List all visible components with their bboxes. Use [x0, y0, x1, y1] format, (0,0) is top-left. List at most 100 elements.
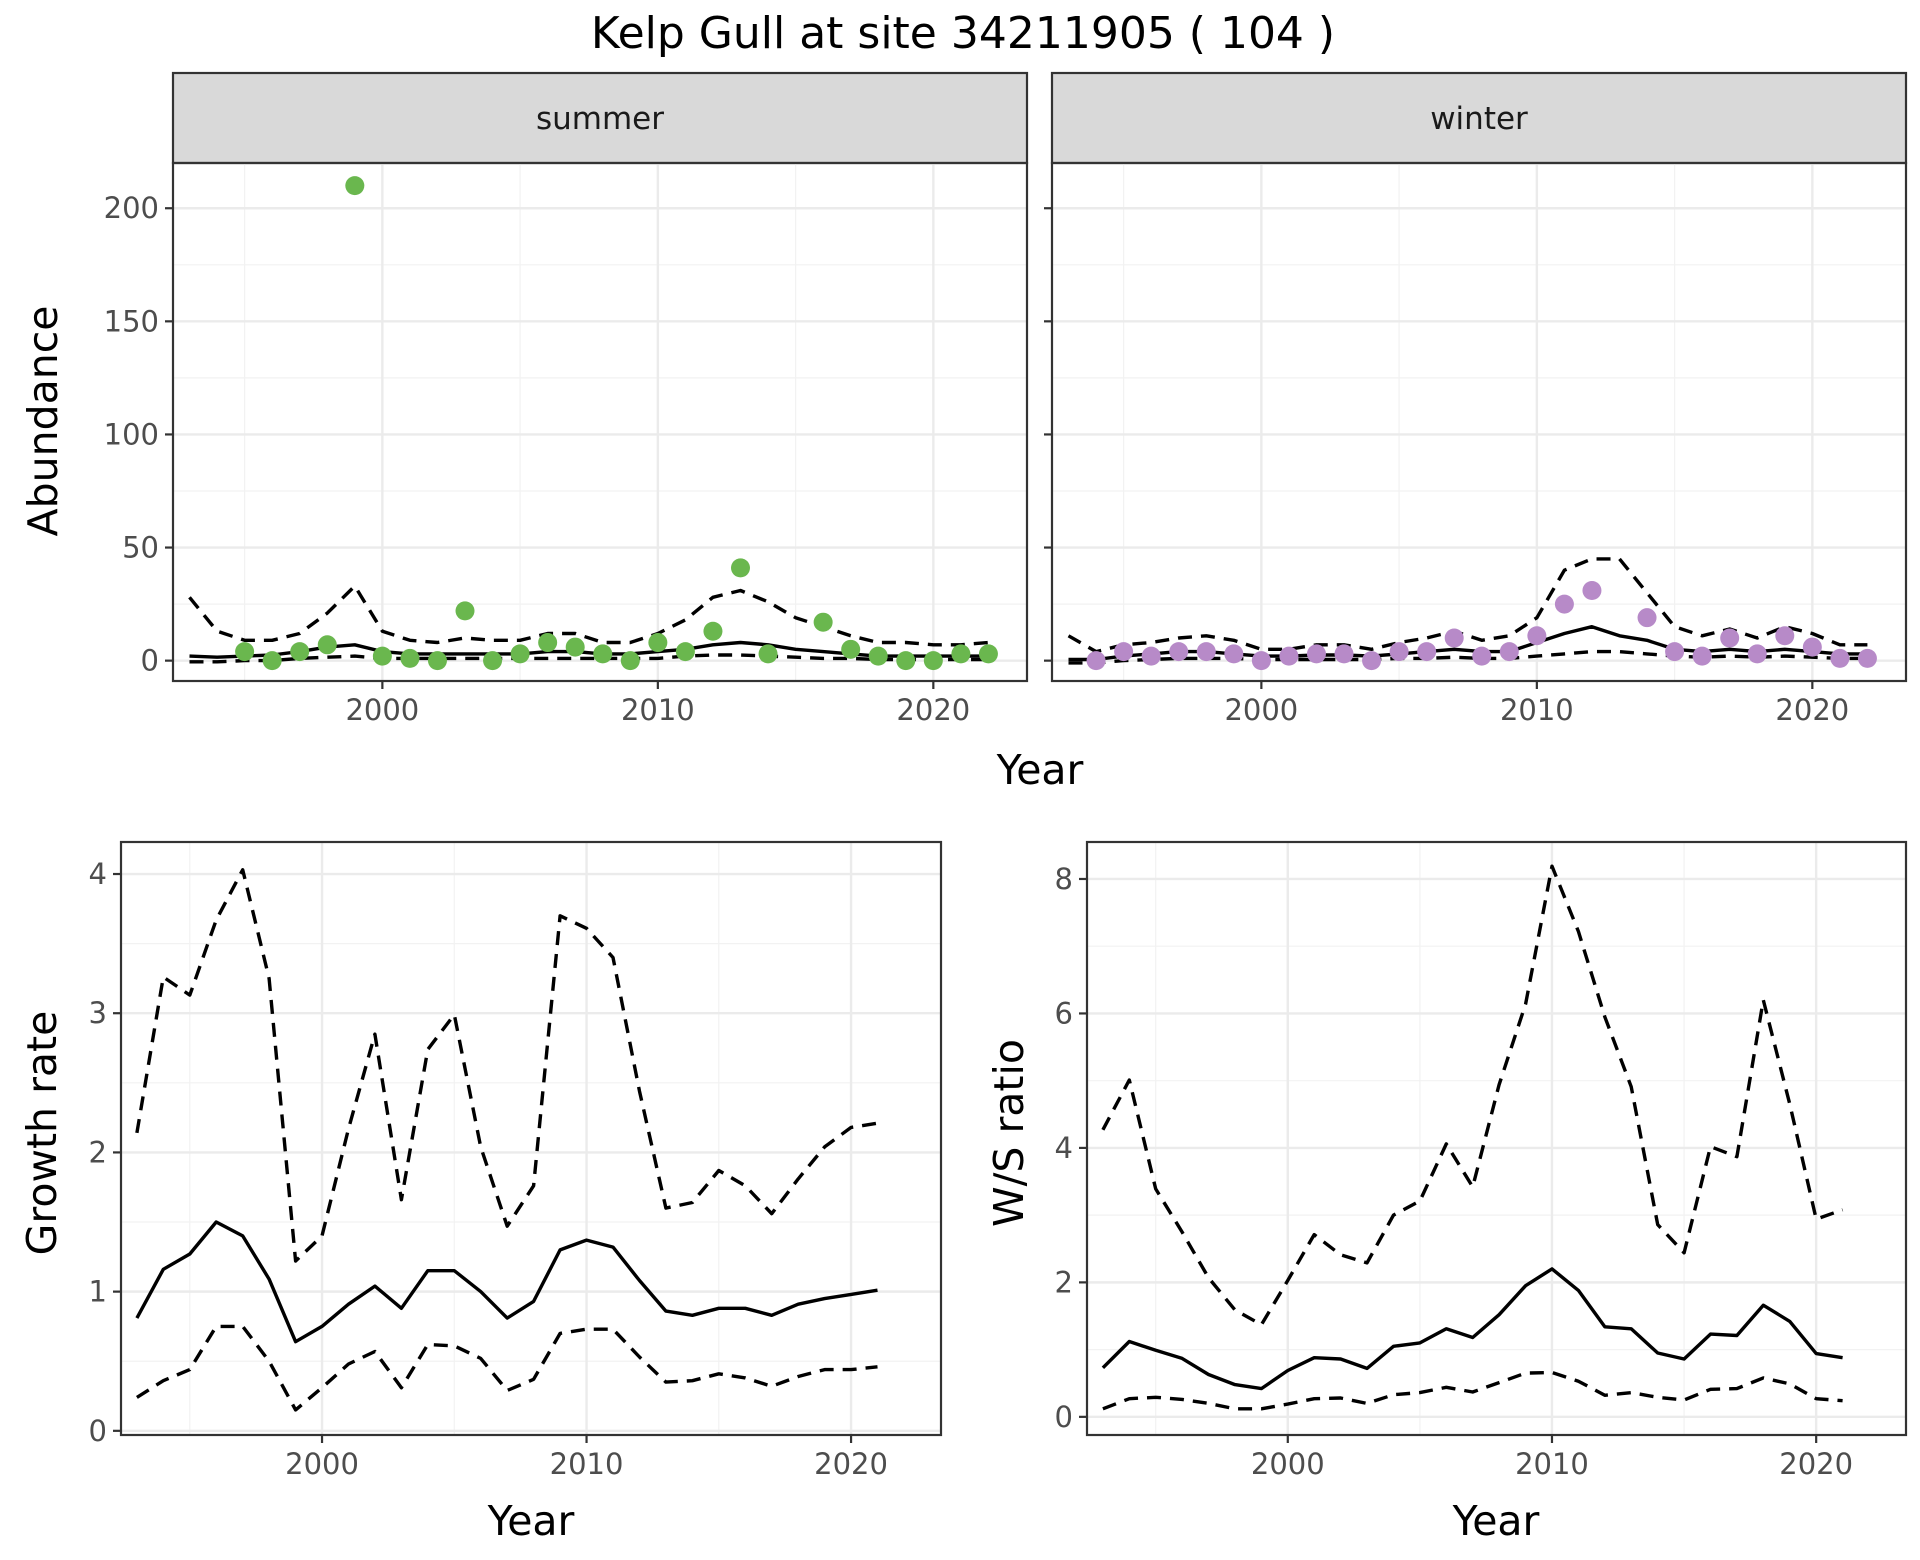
y-tick-label: 200: [104, 191, 159, 225]
series-fit: [1068, 625, 1868, 662]
data-point: [1362, 651, 1382, 671]
data-point: [565, 637, 585, 657]
series-fit: [189, 640, 989, 659]
series-fit: [135, 1220, 878, 1344]
y-tick-label: 0: [89, 1414, 107, 1448]
data-point: [538, 633, 558, 653]
data-point: [896, 651, 916, 671]
series-lower: [1102, 1370, 1843, 1411]
y-tick-label: 6: [1055, 996, 1073, 1030]
y-tick-label: 100: [104, 417, 159, 451]
panel-border: [1050, 161, 1908, 683]
x-tick-label: 2010: [621, 693, 695, 727]
growth-y-axis-title: Growth rate: [18, 1011, 66, 1256]
x-tick-label: 2010: [1500, 693, 1574, 727]
data-point: [1389, 642, 1409, 662]
data-point: [1830, 648, 1850, 668]
data-point: [1665, 642, 1685, 662]
data-point: [593, 644, 613, 664]
data-point: [951, 644, 971, 664]
y-tick-label: 4: [89, 857, 107, 891]
data-point: [1720, 628, 1740, 648]
data-point: [400, 648, 420, 668]
data-point: [703, 621, 723, 641]
ws-y-axis-title: W/S ratio: [985, 1039, 1033, 1227]
series-upper: [188, 584, 989, 647]
data-point: [455, 601, 475, 621]
y-tick-label: 4: [1055, 1131, 1073, 1165]
x-tick-label: 2000: [1224, 693, 1298, 727]
data-point: [1224, 644, 1244, 664]
data-point: [868, 646, 888, 666]
data-point: [1334, 644, 1354, 664]
panel-abundance-winter: winter 2000 2010 2020: [1044, 71, 1908, 727]
series-lower: [1068, 649, 1868, 665]
data-point: [1141, 646, 1161, 666]
y-tick-label: 8: [1055, 862, 1073, 896]
series-upper: [1101, 864, 1844, 1327]
panel-border: [171, 161, 1029, 683]
panel-growth-rate: 2000 2010 2020 0 1 2 3 4: [89, 840, 943, 1481]
data-point: [1692, 646, 1712, 666]
strip-label-winter: winter: [1430, 101, 1528, 137]
strip-summer: [171, 71, 1029, 165]
x-tick-label: 2020: [1775, 693, 1849, 727]
data-point: [1279, 646, 1299, 666]
data-point: [1472, 646, 1492, 666]
y-tick-label: 0: [141, 644, 159, 678]
data-point: [841, 639, 861, 659]
data-point: [758, 644, 778, 664]
x-tick-label: 2000: [1251, 1447, 1325, 1481]
y-tick-label: 0: [1055, 1400, 1073, 1434]
data-point: [1527, 626, 1547, 646]
data-point: [1444, 628, 1464, 648]
data-point: [1554, 594, 1574, 614]
data-point: [1499, 642, 1519, 662]
data-point: [1417, 642, 1437, 662]
x-tick-label: 2020: [1779, 1447, 1853, 1481]
data-point: [290, 642, 310, 662]
data-point: [1747, 644, 1767, 664]
strip-label-summer: summer: [536, 101, 664, 137]
data-point: [730, 558, 750, 578]
data-point: [1306, 644, 1326, 664]
data-point: [317, 635, 337, 655]
data-point: [1251, 651, 1271, 671]
data-point: [262, 651, 282, 671]
data-point: [923, 651, 943, 671]
data-point: [1637, 608, 1657, 628]
data-point: [1775, 626, 1795, 646]
x-tick-label: 2000: [285, 1447, 359, 1481]
data-point: [1086, 651, 1106, 671]
x-tick-label: 2000: [345, 693, 419, 727]
x-tick-label: 2010: [1515, 1447, 1589, 1481]
data-point: [1802, 637, 1822, 657]
chart-title: Kelp Gull at site 34211905 ( 104 ): [591, 8, 1335, 59]
data-point: [620, 651, 640, 671]
x-tick-label: 2010: [550, 1447, 624, 1481]
growth-x-axis-title: Year: [487, 1497, 575, 1545]
y-tick-label: 50: [122, 531, 159, 565]
ws-x-axis-title: Year: [1452, 1497, 1540, 1545]
data-point: [427, 651, 447, 671]
series-fit: [1101, 1267, 1843, 1391]
data-point: [483, 651, 503, 671]
data-point: [1169, 642, 1189, 662]
abundance-x-axis-title: Year: [996, 746, 1084, 794]
abundance-y-axis-title: Abundance: [19, 306, 67, 537]
series-lower: [135, 1324, 878, 1412]
data-point: [1114, 642, 1134, 662]
y-tick-label: 1: [89, 1275, 107, 1309]
y-tick-label: 2: [1055, 1265, 1073, 1299]
data-point: [1582, 581, 1602, 601]
data-point: [345, 176, 365, 196]
y-tick-label: 2: [89, 1135, 107, 1169]
panel-abundance-summer: summer 2000 2010 2020 0 50 100 150 200: [104, 71, 1029, 727]
x-tick-label: 2020: [896, 693, 970, 727]
series-lower: [189, 653, 989, 664]
y-tick-label: 3: [89, 996, 107, 1030]
data-point: [510, 644, 530, 664]
data-point: [235, 642, 255, 662]
panel-border: [1085, 840, 1908, 1437]
